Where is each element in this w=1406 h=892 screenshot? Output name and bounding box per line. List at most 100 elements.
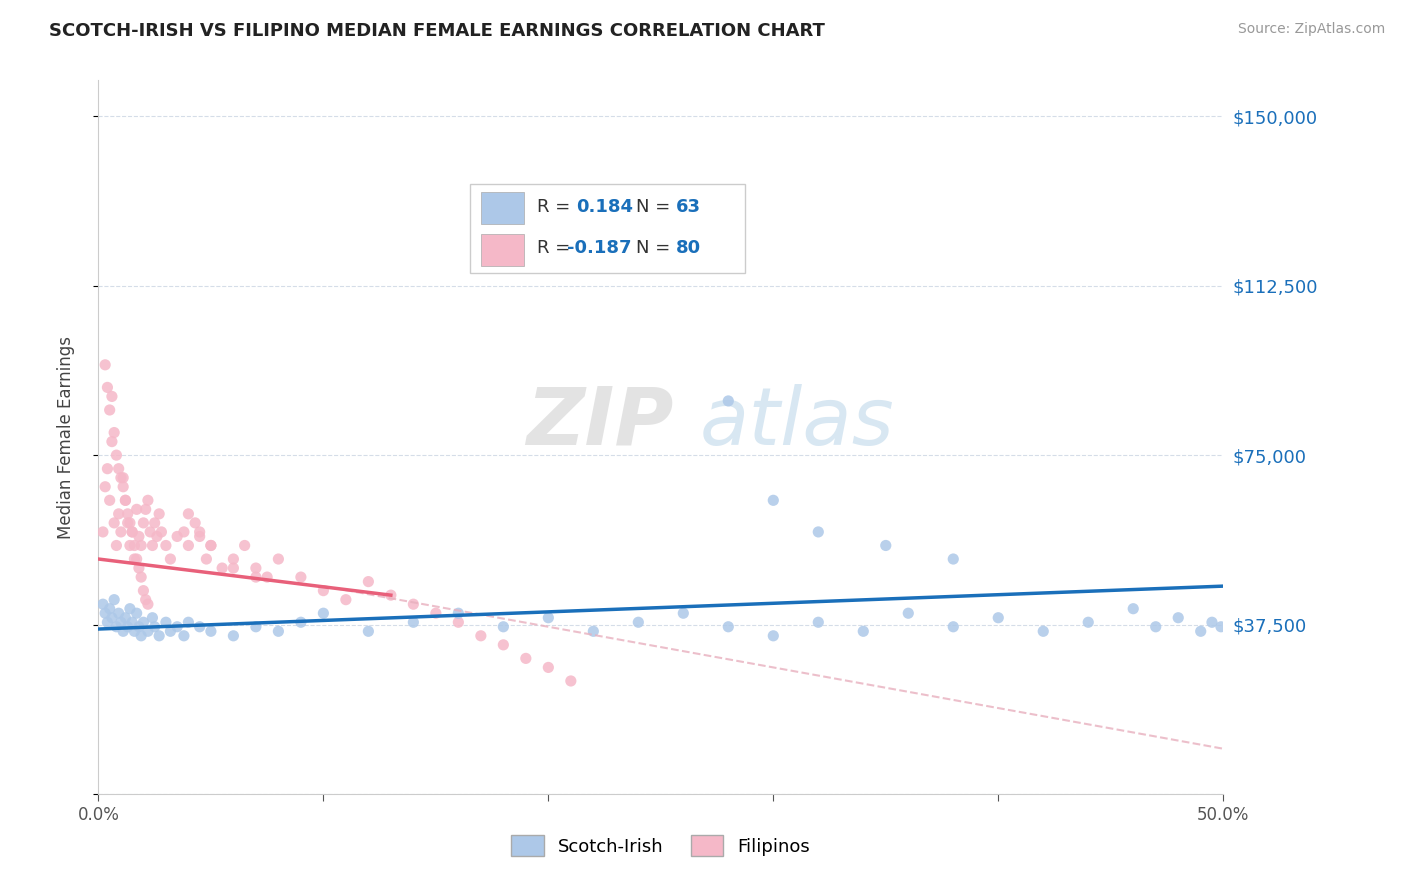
Text: -0.187: -0.187 (568, 239, 631, 257)
Point (222, 552, 245, 566)
Point (627, 615, 650, 630)
Point (447, 615, 470, 630)
Point (1189, 624, 1212, 639)
Point (117, 516, 139, 530)
Point (135, 592, 157, 607)
Point (114, 493, 136, 508)
Point (267, 624, 290, 639)
Point (105, 448, 128, 462)
Point (245, 570, 267, 584)
Point (107, 606, 129, 620)
Point (148, 629, 170, 643)
Text: 80: 80 (675, 239, 700, 257)
Text: N =: N = (636, 198, 676, 216)
Point (290, 570, 312, 584)
Point (112, 480, 135, 494)
Point (94, 358, 117, 372)
Point (188, 524, 211, 539)
Point (515, 651, 537, 665)
Point (200, 539, 222, 553)
Point (1032, 624, 1054, 639)
Point (762, 493, 785, 508)
Point (1167, 611, 1189, 625)
Point (128, 620, 150, 634)
Point (129, 629, 152, 643)
Point (537, 660, 560, 674)
Point (188, 620, 211, 634)
Point (1122, 601, 1144, 615)
Point (136, 624, 159, 639)
Point (312, 606, 335, 620)
Point (107, 507, 129, 521)
Point (222, 629, 245, 643)
Point (159, 624, 181, 639)
Point (177, 539, 200, 553)
Point (256, 570, 278, 584)
Point (135, 502, 157, 516)
Point (124, 624, 146, 639)
Point (112, 471, 135, 485)
Point (118, 539, 141, 553)
Point (125, 552, 148, 566)
Point (125, 606, 148, 620)
Point (188, 529, 211, 543)
Point (166, 529, 188, 543)
Point (94, 480, 117, 494)
Point (200, 624, 222, 639)
Point (101, 389, 124, 403)
Point (875, 539, 897, 553)
Text: R =: R = (537, 198, 576, 216)
Point (155, 615, 177, 630)
Y-axis label: Median Female Earnings: Median Female Earnings (56, 335, 75, 539)
Point (447, 606, 470, 620)
Point (118, 516, 141, 530)
FancyBboxPatch shape (470, 184, 745, 273)
Point (96, 615, 118, 630)
Point (402, 597, 425, 611)
Point (357, 574, 380, 589)
Point (98, 493, 121, 508)
Point (148, 507, 170, 521)
Point (150, 524, 173, 539)
Point (184, 516, 207, 530)
FancyBboxPatch shape (481, 234, 523, 266)
Point (112, 624, 135, 639)
Point (942, 552, 965, 566)
Point (762, 629, 785, 643)
Point (141, 611, 163, 625)
Point (96, 380, 118, 394)
Point (124, 539, 146, 553)
Text: 63: 63 (675, 198, 700, 216)
Point (470, 629, 492, 643)
Point (245, 620, 267, 634)
Point (173, 629, 195, 643)
Text: 0.184: 0.184 (576, 198, 634, 216)
Point (117, 507, 139, 521)
Point (132, 516, 155, 530)
Point (121, 615, 143, 630)
Point (1144, 620, 1167, 634)
Point (110, 471, 132, 485)
Text: SCOTCH-IRISH VS FILIPINO MEDIAN FEMALE EARNINGS CORRELATION CHART: SCOTCH-IRISH VS FILIPINO MEDIAN FEMALE E… (49, 22, 825, 40)
Point (114, 493, 136, 508)
Point (110, 524, 132, 539)
Point (233, 539, 256, 553)
Point (121, 524, 143, 539)
Point (335, 592, 357, 607)
Point (101, 434, 124, 449)
Point (105, 539, 128, 553)
Point (101, 611, 124, 625)
Point (118, 601, 141, 615)
Point (672, 606, 695, 620)
Point (128, 561, 150, 575)
Point (1209, 620, 1232, 634)
Text: Source: ZipAtlas.com: Source: ZipAtlas.com (1237, 22, 1385, 37)
Point (380, 588, 402, 602)
Point (492, 620, 515, 634)
Point (132, 583, 155, 598)
Point (143, 516, 166, 530)
Point (267, 552, 290, 566)
Point (177, 507, 200, 521)
Point (128, 529, 150, 543)
Point (717, 620, 740, 634)
